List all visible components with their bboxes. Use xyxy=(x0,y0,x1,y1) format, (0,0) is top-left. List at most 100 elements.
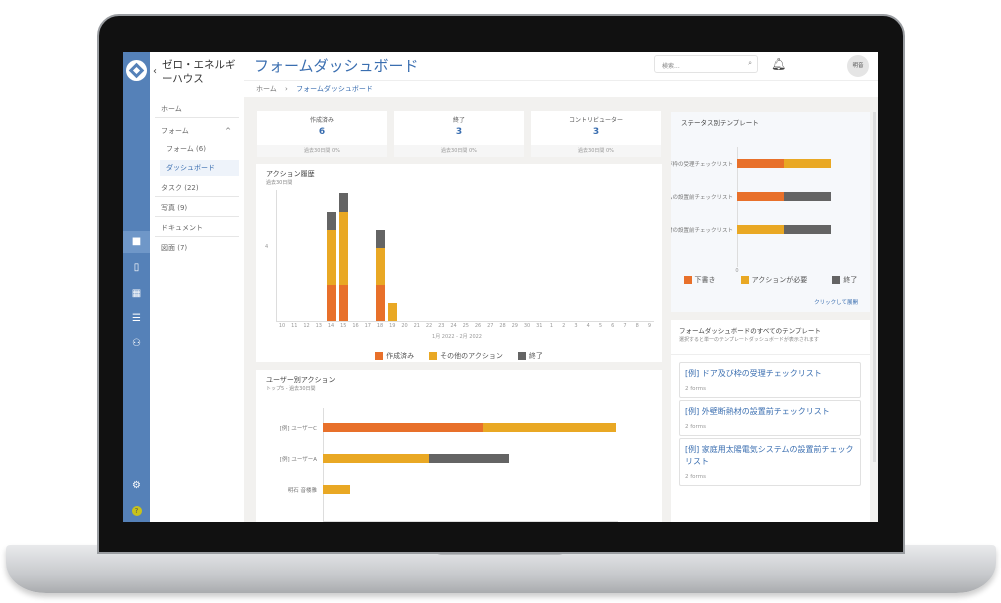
bar-segment[interactable] xyxy=(387,302,397,321)
x-tick-label: 29 xyxy=(511,323,518,329)
bar-segment[interactable] xyxy=(784,159,831,168)
bar-segment[interactable] xyxy=(323,423,483,432)
nav-item-home[interactable]: ホーム xyxy=(155,101,239,118)
bar-segment[interactable] xyxy=(784,192,831,201)
app-logo[interactable] xyxy=(126,60,147,81)
bar-segment[interactable] xyxy=(326,211,336,230)
bar-segment[interactable] xyxy=(784,225,831,234)
x-tick-label: 17 xyxy=(364,323,371,329)
gear-icon[interactable]: ⚙ xyxy=(132,480,141,491)
breadcrumb: ホーム › フォームダッシュボード xyxy=(244,80,878,97)
x-tick-label: 9 xyxy=(647,323,652,329)
x-tick-label: 4 xyxy=(586,323,590,329)
y-axis xyxy=(276,190,277,321)
x-tick-label: 5 xyxy=(598,323,603,329)
search-placeholder: 検索... xyxy=(662,63,680,70)
template-item[interactable]: [例] 家庭用太陽電気システムの設置前チェックリスト 2 forms xyxy=(679,438,861,486)
project-title: ゼロ・エネルギーハウス xyxy=(162,59,236,85)
search-input[interactable]: 検索... ⌕ xyxy=(654,55,758,73)
scrollbar[interactable] xyxy=(873,112,876,462)
legend-label: 終了 xyxy=(843,276,858,284)
y-tick-label: 明石 音楼雅 xyxy=(287,488,317,494)
template-name: [例] 家庭用太陽電気システムの設置前チェックリスト xyxy=(685,445,854,466)
breadcrumb-current: フォームダッシュボード xyxy=(296,85,373,93)
template-item[interactable]: [例] ドア及び枠の受理チェックリスト 2 forms xyxy=(679,362,861,398)
y-axis xyxy=(737,147,738,267)
search-icon: ⌕ xyxy=(748,59,752,67)
bell-icon[interactable]: 🔔︎ xyxy=(771,57,787,71)
stat-subtext: 過去30日間 0% xyxy=(531,145,661,157)
legend-label: 下書き xyxy=(694,276,716,284)
x-tick-label: 30 xyxy=(523,323,531,329)
legend-action-required[interactable]: アクションが必要 xyxy=(740,275,807,285)
stat-value: 6 xyxy=(318,127,326,137)
icon-rail: ■ ▯ ▦ ☰ ⚇ ⚙ ? xyxy=(123,52,150,522)
page-title: フォームダッシュボード xyxy=(254,57,419,75)
x-tick-label: 31 xyxy=(536,323,543,329)
bar-segment[interactable] xyxy=(375,284,385,321)
help-icon[interactable]: ? xyxy=(123,500,150,522)
bar-segment[interactable] xyxy=(323,454,430,463)
breadcrumb-home[interactable]: ホーム xyxy=(256,85,277,93)
x-tick-label: 14 xyxy=(327,323,335,329)
x-tick-label: 28 xyxy=(499,323,506,329)
nav-item-dashboard[interactable]: ダッシュボード xyxy=(160,160,239,176)
checklist-icon[interactable]: ☰ xyxy=(132,313,141,324)
template-count: 2 forms xyxy=(685,386,706,392)
legend-other[interactable]: その他のアクション xyxy=(429,351,503,361)
x-tick-label: 21 xyxy=(413,323,420,329)
bar-segment[interactable] xyxy=(338,193,348,212)
expand-link[interactable]: クリックして展開 xyxy=(814,300,858,306)
bar-segment[interactable] xyxy=(326,284,336,321)
x-tick-label: 18 xyxy=(376,323,384,329)
stat-card: 終了 3 過去30日間 0% xyxy=(394,111,524,157)
bar-segment[interactable] xyxy=(737,192,784,201)
chart-legend: 下書き アクションが必要 終了 xyxy=(671,275,870,285)
bar-segment[interactable] xyxy=(338,284,348,321)
action-history-chart: 4 10 11 12 13 14 15 16 17 18 19 20 21 22 23 24 25 26 27 28 2… xyxy=(256,164,662,362)
x-tick-label: 22 xyxy=(425,323,433,329)
x-tick-label: 23 xyxy=(438,323,445,329)
templates-subtitle: 選択すると単一のテンプレートダッシュボードが表示されます xyxy=(679,337,819,343)
bar-segment[interactable] xyxy=(375,229,385,248)
bar-segment[interactable] xyxy=(737,159,784,168)
bar-segment[interactable] xyxy=(338,211,348,285)
template-item[interactable]: [例] 外壁断熱材の設置前チェックリスト 2 forms xyxy=(679,400,861,436)
bar-segment[interactable] xyxy=(737,225,784,234)
stat-subtext: 過去30日間 0% xyxy=(257,145,387,157)
chart-title: アクション履歴 xyxy=(266,170,315,178)
nav-item-forms[interactable]: フォーム ^ xyxy=(155,123,239,139)
bar-segment[interactable] xyxy=(326,229,336,285)
nav-item-tasks[interactable]: タスク (22) xyxy=(155,180,239,197)
nav-item-documents[interactable]: ドキュメント xyxy=(155,220,239,237)
x-tick-label: 0 xyxy=(735,268,739,274)
chart-title: ユーザー別アクション xyxy=(266,376,336,384)
nav-item-photos[interactable]: 写真 (9) xyxy=(155,200,239,217)
avatar[interactable]: 明音 xyxy=(847,55,869,77)
bar-segment[interactable] xyxy=(323,485,350,494)
x-axis xyxy=(276,321,654,322)
bar-segment[interactable] xyxy=(375,248,385,285)
team-icon[interactable]: ⚇ xyxy=(132,338,141,349)
bar-segment[interactable] xyxy=(482,423,616,432)
legend-draft[interactable]: 下書き xyxy=(683,275,716,285)
legend-finished[interactable]: 終了 xyxy=(832,275,857,285)
document-icon[interactable]: ▯ xyxy=(133,262,140,273)
templates-title: フォームダッシュボードのすべてのテンプレート xyxy=(679,327,821,335)
legend-created[interactable]: 作成済み xyxy=(375,351,414,361)
table-icon[interactable]: ▦ xyxy=(131,288,142,299)
stat-value: 3 xyxy=(455,127,463,137)
nav-item-label: フォーム xyxy=(161,127,189,135)
x-tick-label: 13 xyxy=(315,323,322,329)
nav-item-drawings[interactable]: 図面 (7) xyxy=(161,244,188,252)
briefcase-icon[interactable]: ■ xyxy=(123,231,150,253)
nav-item-forms-list[interactable]: フォーム (6) xyxy=(166,145,206,153)
legend-finished[interactable]: 終了 xyxy=(517,351,543,361)
bar-segment[interactable] xyxy=(429,454,510,463)
app-screen: ■ ▯ ▦ ☰ ⚇ ⚙ ? ‹ ゼロ・エネルギーハウス ホーム フォーム ^ フォ… xyxy=(123,52,878,522)
stat-card: 作成済み 6 過去30日間 0% xyxy=(257,111,387,157)
x-tick-label: 15 xyxy=(340,323,347,329)
y-axis xyxy=(323,408,324,521)
chevron-left-icon[interactable]: ‹ xyxy=(153,66,157,77)
